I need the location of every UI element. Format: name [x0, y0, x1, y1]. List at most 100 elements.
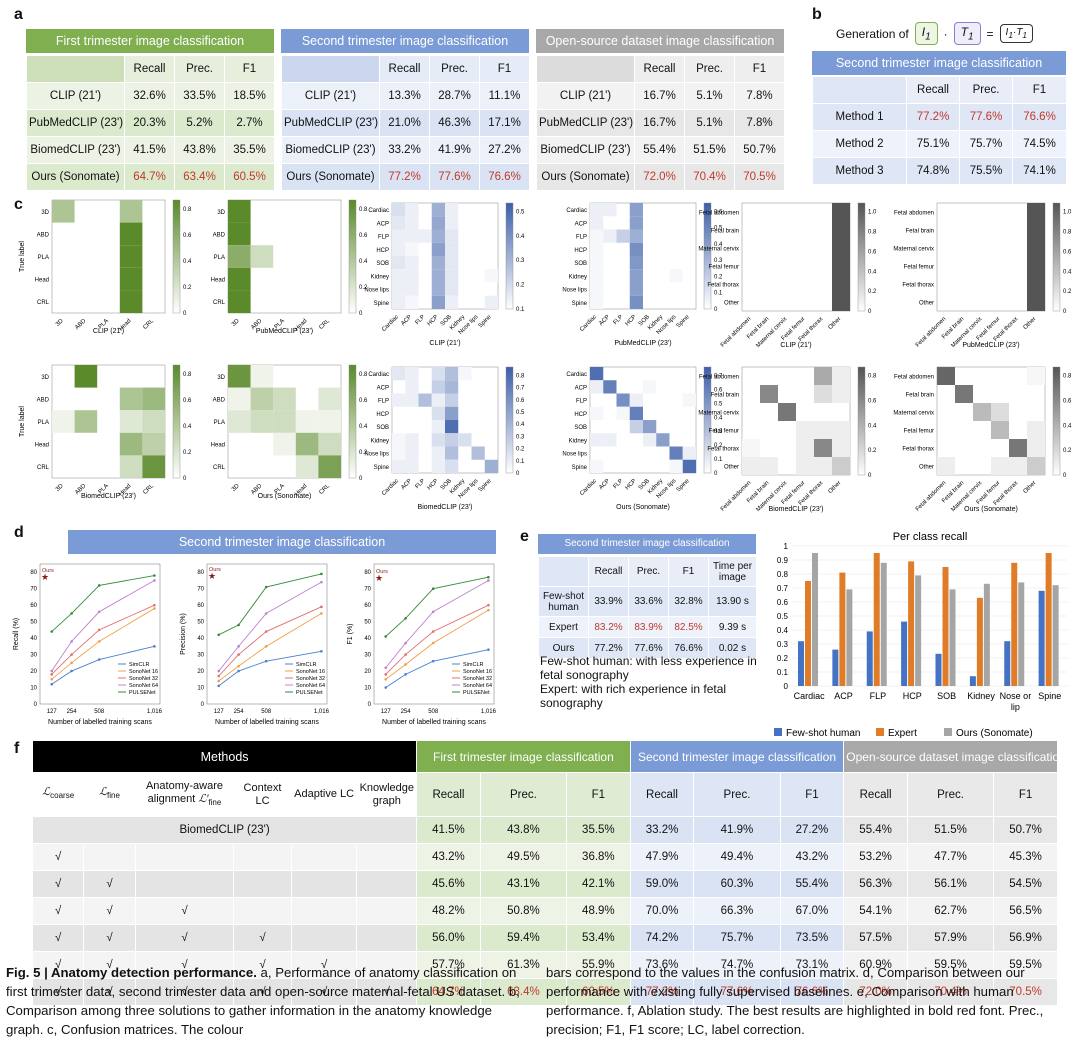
matrix-cell — [669, 269, 683, 283]
matrix-cell — [228, 410, 251, 433]
row-label: Method 1 — [812, 103, 907, 131]
table-cell: 55.4% — [634, 136, 685, 164]
check-cell: √ — [290, 951, 358, 979]
matrix-cell — [445, 229, 459, 243]
y-tick-label: ACP — [377, 221, 389, 227]
y-tick-label: ABD — [213, 232, 226, 238]
table-cell: 56.5% — [993, 897, 1058, 925]
confusion-matrix: 3D3DABDABDPLAPLAHeadHeadCRLCRL00.20.40.6… — [19, 199, 192, 335]
table-cell: 70.4% — [684, 163, 735, 191]
table-cell: 41.9% — [429, 136, 480, 164]
y-tick-label: 10 — [30, 686, 37, 692]
matrix-cell — [814, 439, 832, 457]
bar — [812, 553, 818, 686]
y-tick-label: HCP — [574, 412, 587, 418]
check-cell — [356, 951, 418, 979]
x-axis-label: Number of labelled training scans — [215, 719, 319, 726]
x-tick-label: 127 — [214, 709, 225, 715]
colorbar-tick: 0 — [714, 307, 718, 313]
matrix-cell — [832, 421, 850, 439]
y-axis-label: True label — [19, 241, 26, 272]
methods-header: Methods — [31, 740, 418, 773]
check-cell — [290, 897, 358, 925]
panel-b-table: Recall Prec. F1 Method 1 77.2% 77.6% 76.6% Meth… — [812, 76, 1067, 185]
colorbar-tick: 0 — [714, 471, 718, 477]
table-cell: 70.5% — [734, 163, 785, 191]
data-point — [50, 677, 54, 681]
column-header: Prec. — [429, 55, 480, 83]
matrix-cell — [295, 455, 319, 478]
x-tick-label: Spine — [676, 478, 692, 494]
matrix-cell — [629, 242, 643, 256]
matrix-cell — [603, 380, 617, 394]
row-label: BiomedCLIP (23') — [281, 136, 380, 164]
matrix-cell — [445, 367, 459, 381]
matrix-cell — [832, 385, 850, 403]
colorbar-tick: 0.6 — [516, 398, 525, 404]
column-header: F1 — [779, 772, 845, 817]
column-header: Recall — [416, 772, 481, 817]
table-cell: 73.6% — [629, 951, 695, 979]
check-cell: √ — [83, 897, 136, 925]
data-point — [487, 603, 490, 607]
matrix-cell — [629, 295, 643, 309]
matrix-cell — [656, 433, 670, 447]
matrix-cell — [119, 222, 143, 246]
ours-label: Ours — [42, 568, 54, 574]
column-header: F1 — [479, 55, 530, 83]
matrix-cell — [445, 256, 459, 270]
table-cell: 7.8% — [734, 109, 785, 137]
matrix-cell — [119, 432, 143, 456]
bar — [866, 631, 873, 686]
y-tick-label: 10 — [197, 686, 204, 692]
table-cell: 41.5% — [416, 816, 481, 844]
y-tick-label: Head — [211, 278, 225, 284]
bar — [935, 653, 942, 686]
matrix-cell — [445, 446, 459, 460]
table-cell: 77.6% — [959, 103, 1013, 131]
table-cell: 48.9% — [566, 897, 631, 925]
y-tick-label: 50 — [364, 620, 371, 626]
y-tick-label: 20 — [30, 669, 37, 675]
x-tick-label: 127 — [381, 709, 392, 715]
bar — [969, 676, 976, 686]
column-header: Prec. — [906, 772, 995, 817]
matrix-cell — [445, 406, 459, 420]
x-tick-label: Spine — [676, 314, 692, 330]
matrix-cell — [814, 385, 832, 403]
legend-swatch — [876, 728, 884, 736]
x-tick-label: 3D — [55, 318, 65, 328]
data-point — [70, 612, 73, 615]
matrix-cell — [405, 446, 419, 460]
series-line — [51, 580, 155, 672]
matrix-caption: CLIP (21') — [780, 342, 811, 349]
colorbar — [172, 199, 181, 314]
y-tick-label: 30 — [197, 653, 204, 659]
panel-d-line-charts: 0 10 20 30 40 50 60 70 80 127 254 508 1,016 Recall (%… — [13, 563, 497, 726]
x-axis-label: Number of labelled training scans — [48, 719, 152, 726]
panel-a-table: Recall Prec. F1 CLIP (21') 32.6% 33.5% 18.5% Pu… — [26, 55, 275, 191]
y-tick-label: PLA — [214, 420, 225, 426]
data-point — [237, 653, 240, 656]
matrix-cell — [832, 221, 850, 239]
table-cell: 41.5% — [124, 136, 175, 164]
y-tick-label: Fetal brain — [906, 229, 934, 235]
data-point — [50, 673, 54, 676]
colorbar-tick: 0 — [1063, 309, 1067, 315]
data-point — [97, 658, 101, 661]
y-tick-label: Fetal thorax — [902, 447, 934, 453]
check-cell: √ — [83, 924, 136, 952]
table-cell: 50.7% — [734, 136, 785, 164]
matrix-cell — [405, 459, 419, 473]
data-point — [384, 635, 388, 638]
data-point — [217, 679, 221, 683]
data-point — [97, 628, 101, 632]
matrix-cell — [392, 446, 406, 460]
legend-swatch — [774, 728, 782, 736]
colorbar-tick: 0.2 — [868, 448, 877, 454]
matrix-cell — [228, 290, 251, 313]
row-label: Ours (Sonomate) — [281, 163, 380, 191]
check-cell — [233, 843, 292, 871]
y-tick-label: Fetal femur — [709, 265, 739, 271]
bar — [798, 641, 804, 686]
